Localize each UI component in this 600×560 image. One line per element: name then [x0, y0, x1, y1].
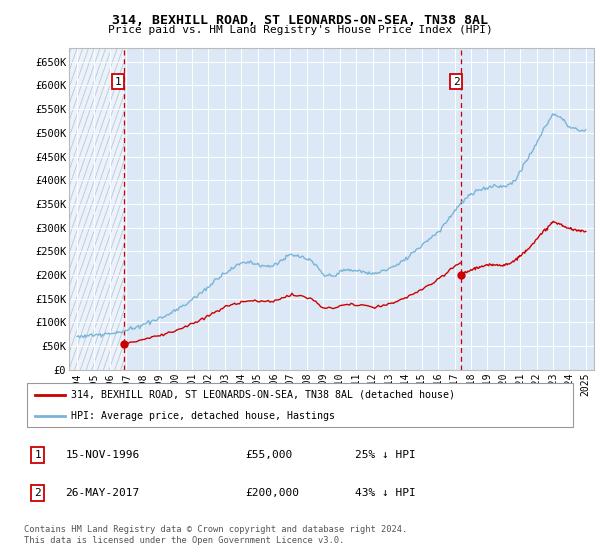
Text: £200,000: £200,000 [245, 488, 299, 498]
Text: HPI: Average price, detached house, Hastings: HPI: Average price, detached house, Hast… [71, 411, 335, 421]
FancyBboxPatch shape [27, 383, 573, 427]
Text: 2: 2 [453, 77, 460, 87]
Text: 15-NOV-1996: 15-NOV-1996 [65, 450, 140, 460]
Text: 2: 2 [34, 488, 41, 498]
Text: Price paid vs. HM Land Registry's House Price Index (HPI): Price paid vs. HM Land Registry's House … [107, 25, 493, 35]
Text: 25% ↓ HPI: 25% ↓ HPI [355, 450, 416, 460]
Text: 1: 1 [115, 77, 122, 87]
Text: 1: 1 [34, 450, 41, 460]
Text: 314, BEXHILL ROAD, ST LEONARDS-ON-SEA, TN38 8AL: 314, BEXHILL ROAD, ST LEONARDS-ON-SEA, T… [112, 14, 488, 27]
Text: 26-MAY-2017: 26-MAY-2017 [65, 488, 140, 498]
Text: 43% ↓ HPI: 43% ↓ HPI [355, 488, 416, 498]
Text: Contains HM Land Registry data © Crown copyright and database right 2024.
This d: Contains HM Land Registry data © Crown c… [24, 525, 407, 545]
Text: 314, BEXHILL ROAD, ST LEONARDS-ON-SEA, TN38 8AL (detached house): 314, BEXHILL ROAD, ST LEONARDS-ON-SEA, T… [71, 390, 455, 400]
Text: £55,000: £55,000 [245, 450, 292, 460]
